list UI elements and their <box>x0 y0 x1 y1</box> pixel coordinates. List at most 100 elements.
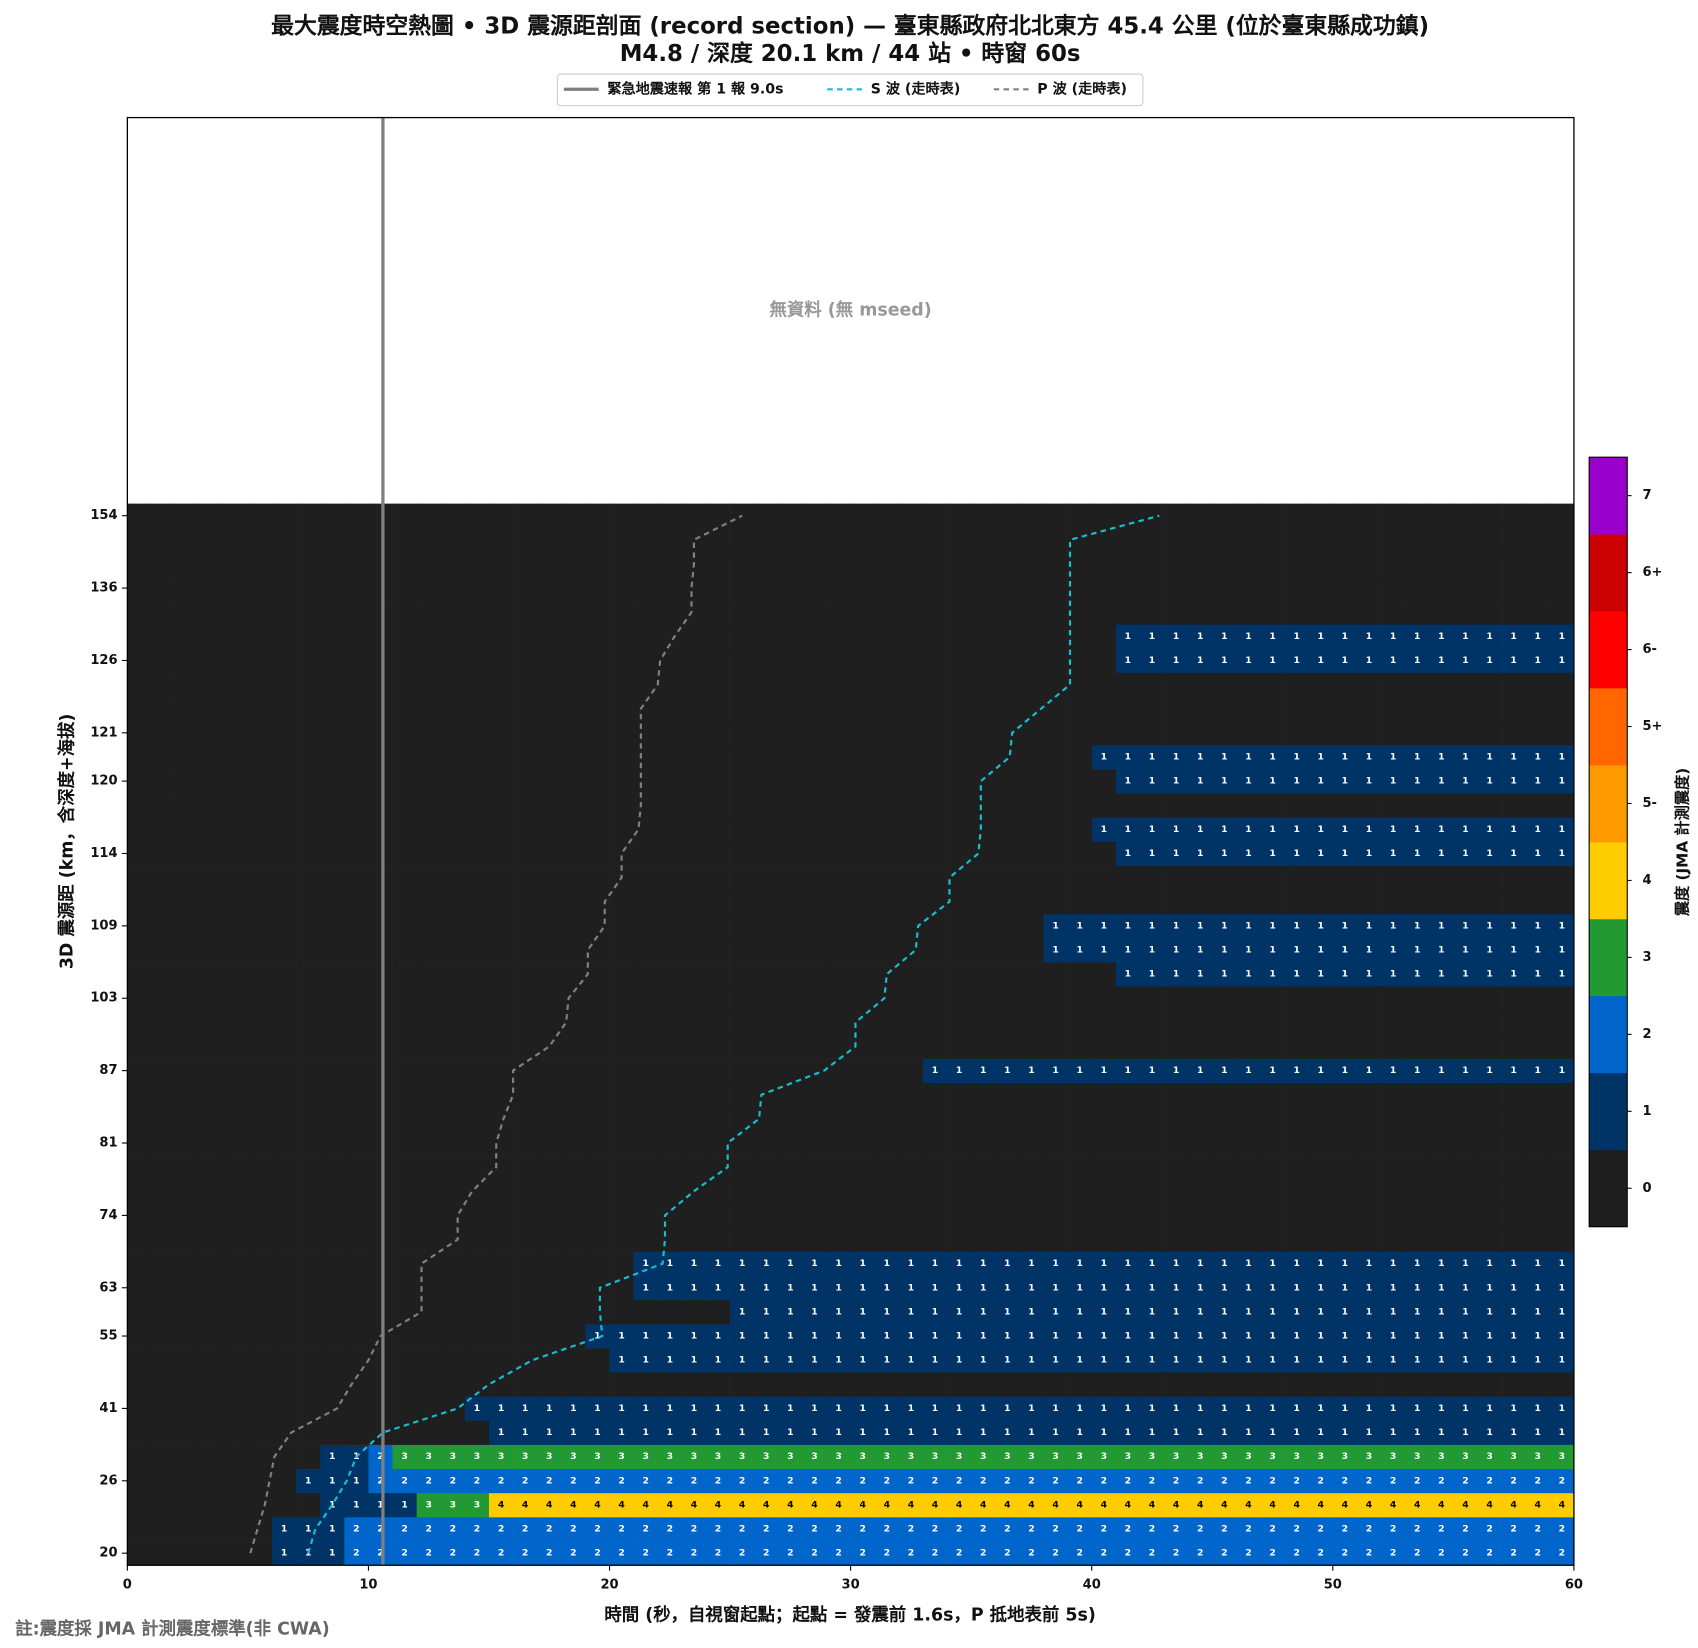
heatmap-cell <box>898 720 924 746</box>
heatmap-cell <box>995 841 1020 866</box>
heatmap-cell <box>850 1396 876 1421</box>
cell-label: 1 <box>1462 776 1468 787</box>
heatmap-cell <box>971 1444 996 1470</box>
heatmap-cell <box>537 648 562 673</box>
cell-label: 2 <box>1535 1475 1541 1486</box>
heatmap-cell <box>1260 889 1285 915</box>
cell-label: 2 <box>1076 1524 1082 1535</box>
heatmap-cell <box>1405 744 1430 770</box>
cell-label: 4 <box>1052 1499 1059 1510</box>
cell-label: 1 <box>1559 1282 1565 1293</box>
heatmap-cell <box>1453 1010 1478 1035</box>
cell-label: 1 <box>763 1306 769 1317</box>
heatmap-cell <box>1284 503 1310 529</box>
heatmap-cell <box>296 1516 321 1542</box>
cell-label: 1 <box>1390 969 1396 980</box>
heatmap-cell <box>344 817 369 842</box>
heatmap-cell <box>1501 1444 1527 1470</box>
heatmap-cell <box>585 1227 610 1252</box>
cell-label: 1 <box>1438 1306 1444 1317</box>
cell-label: 1 <box>1318 1355 1324 1366</box>
cell-label: 2 <box>1197 1548 1203 1559</box>
heatmap-cell <box>1019 1396 1044 1421</box>
cell-label: 1 <box>1197 1258 1203 1269</box>
heatmap-cell <box>1067 841 1093 866</box>
cell-label: 3 <box>1173 1451 1179 1462</box>
heatmap-cell <box>730 1372 755 1397</box>
cell-label: 1 <box>1004 1282 1010 1293</box>
heatmap-cell <box>633 841 659 866</box>
heatmap-cell <box>1236 1348 1261 1373</box>
heatmap-cell <box>127 817 152 842</box>
cell-label: 1 <box>1125 631 1131 642</box>
heatmap-cell <box>995 1468 1020 1494</box>
heatmap-cell <box>1164 1058 1189 1084</box>
cell-label: 1 <box>1559 1355 1565 1366</box>
heatmap-cell <box>223 551 249 577</box>
heatmap-cell <box>272 648 297 673</box>
heatmap-cell <box>633 600 659 625</box>
heatmap-cell <box>633 1275 659 1301</box>
heatmap-cell <box>440 1203 466 1228</box>
cell-label: 1 <box>1462 944 1468 955</box>
heatmap-cell <box>440 1227 466 1252</box>
cell-label: 1 <box>618 1355 624 1366</box>
cell-label: 1 <box>667 1258 673 1269</box>
heatmap-cell <box>657 1372 683 1397</box>
heatmap-cell <box>175 1299 201 1325</box>
heatmap-cell <box>1429 744 1454 770</box>
cell-label: 2 <box>594 1475 600 1486</box>
heatmap-cell <box>223 744 249 770</box>
heatmap-cell <box>1164 865 1189 890</box>
heatmap-cell <box>1043 1010 1068 1035</box>
heatmap-cell <box>874 1130 900 1156</box>
heatmap-cell <box>1405 1299 1430 1325</box>
cell-label: 3 <box>811 1451 817 1462</box>
cell-label: 2 <box>739 1548 745 1559</box>
heatmap-cell <box>464 1444 490 1470</box>
heatmap-cell <box>464 1323 490 1349</box>
heatmap-cell <box>1236 624 1261 649</box>
heatmap-cell <box>247 962 273 987</box>
heatmap-cell <box>1381 1010 1406 1035</box>
heatmap-cell <box>488 503 514 529</box>
heatmap-cell <box>368 720 393 746</box>
heatmap-cell <box>416 986 442 1011</box>
heatmap-cell <box>175 1541 201 1566</box>
cell-label: 1 <box>1438 751 1444 762</box>
heatmap-cell <box>922 1444 948 1470</box>
heatmap-cell <box>609 1323 634 1349</box>
heatmap-cell <box>1091 600 1117 625</box>
heatmap-cell <box>440 1106 466 1132</box>
heatmap-cell <box>1332 1034 1358 1059</box>
heatmap-cell <box>1164 889 1189 915</box>
heatmap-cell <box>657 672 683 697</box>
heatmap-cell <box>754 1034 779 1059</box>
cell-label: 1 <box>859 1306 865 1317</box>
heatmap-cell <box>392 672 417 697</box>
heatmap-cell <box>127 913 152 939</box>
heatmap-cell <box>1453 720 1478 746</box>
heatmap-cell <box>368 648 393 673</box>
cell-label: 4 <box>1173 1499 1180 1510</box>
cell-label: 4 <box>1342 1499 1349 1510</box>
heatmap-cell <box>1236 527 1261 553</box>
heatmap-cell <box>513 937 538 963</box>
heatmap-cell <box>223 793 249 818</box>
heatmap-cell <box>1067 1082 1093 1108</box>
heatmap-cell <box>1405 937 1430 963</box>
cell-label: 1 <box>1559 751 1565 762</box>
cell-label: 1 <box>956 1427 962 1438</box>
heatmap-cell <box>850 1541 876 1566</box>
heatmap-cell <box>681 1251 707 1277</box>
heatmap-cell <box>874 576 900 601</box>
heatmap-cell <box>657 1155 683 1180</box>
heatmap-cell <box>513 1516 538 1542</box>
heatmap-cell <box>1477 624 1502 649</box>
heatmap-cell <box>199 1130 225 1156</box>
heatmap-cell <box>440 1541 466 1566</box>
y-tick-label: 121 <box>90 725 117 740</box>
heatmap-cell <box>1091 1468 1117 1494</box>
heatmap-cell <box>151 1372 176 1397</box>
heatmap-cell <box>1525 913 1551 939</box>
